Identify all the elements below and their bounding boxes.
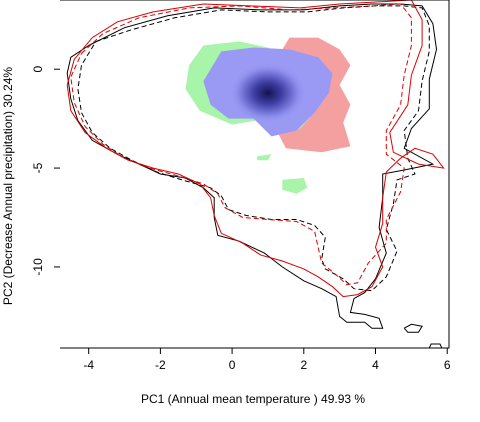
x-tick-label: -4 bbox=[83, 358, 94, 372]
contour-line-2 bbox=[66, 0, 445, 298]
x-tick-label: -2 bbox=[155, 358, 166, 372]
contour-line-3 bbox=[70, 3, 412, 286]
axes bbox=[60, 0, 450, 349]
contour-line-5 bbox=[428, 343, 443, 348]
x-tick-label: 6 bbox=[444, 358, 451, 372]
y-tick-label: -10 bbox=[31, 258, 45, 276]
y-axis-title: PC2 (Decrease Annual precipitation) 30.2… bbox=[1, 67, 15, 305]
niche-region-green-3 bbox=[257, 154, 272, 161]
x-axis-ticks: -4 -2 0 2 4 6 bbox=[83, 348, 451, 372]
plot-frame bbox=[60, 0, 450, 349]
y-tick-label: 0 bbox=[31, 66, 45, 73]
contour-line-0 bbox=[66, 3, 438, 329]
y-tick-label: -5 bbox=[31, 162, 45, 173]
density-core-blob bbox=[229, 62, 306, 123]
density-core bbox=[229, 62, 306, 123]
contour-line-1 bbox=[77, 5, 430, 292]
x-tick-label: 2 bbox=[300, 358, 307, 372]
contour-lines bbox=[66, 0, 445, 348]
niche-region-green-2 bbox=[282, 178, 308, 194]
y-axis-ticks: 0 -5 -10 bbox=[31, 66, 60, 276]
contour-line-4 bbox=[403, 323, 423, 333]
x-axis-title: PC1 (Annual mean temperature ) 49.93 % bbox=[141, 392, 365, 406]
x-tick-label: 4 bbox=[372, 358, 379, 372]
x-tick-label: 0 bbox=[229, 358, 236, 372]
